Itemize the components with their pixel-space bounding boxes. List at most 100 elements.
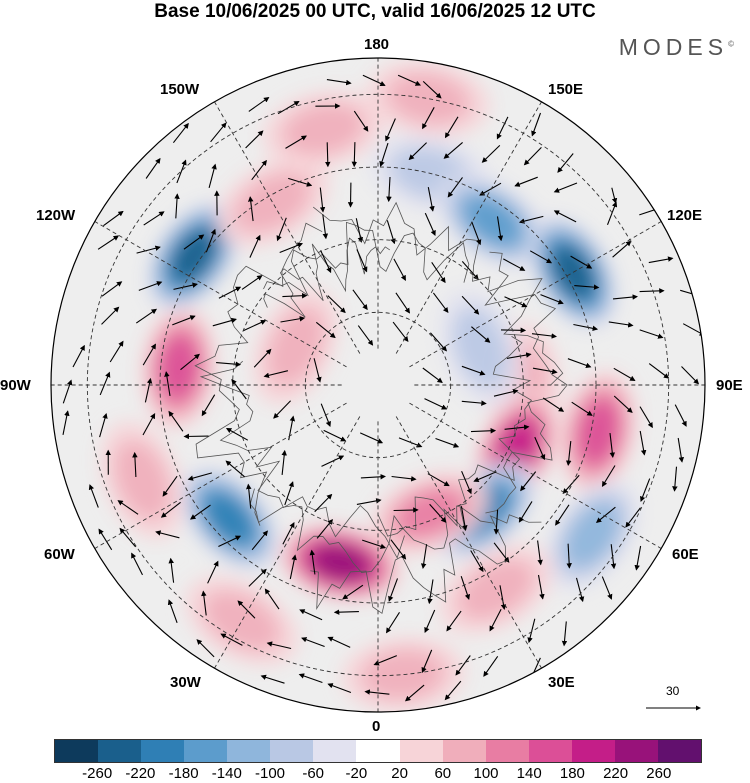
wind-arrow	[326, 79, 352, 86]
wind-arrow	[131, 552, 143, 576]
wind-arrow	[424, 609, 436, 634]
wind-arrow	[282, 522, 295, 545]
wind-arrow	[461, 400, 487, 406]
anomaly-blob	[171, 230, 216, 282]
wind-arrow	[570, 255, 593, 269]
wind-arrow	[143, 211, 165, 226]
wind-arrow	[390, 539, 407, 560]
wind-arrow	[575, 577, 585, 603]
wind-arrow	[518, 215, 544, 224]
coastline	[199, 360, 405, 559]
colorbar-tick-label: -140	[211, 765, 242, 782]
coastline	[263, 221, 470, 297]
wind-arrow	[444, 680, 462, 701]
wind-arrow	[422, 107, 435, 130]
wind-arrow	[360, 474, 386, 480]
wind-arrow	[613, 367, 636, 381]
wind-arrow	[386, 220, 396, 245]
colorbar-segment	[98, 740, 142, 762]
wind-arrow	[246, 483, 252, 509]
wind-arrow	[532, 367, 558, 375]
wind-arrow	[422, 367, 443, 384]
colorbar-tick-label: 220	[603, 765, 629, 782]
wind-arrow	[101, 306, 120, 325]
wind-arrow	[562, 474, 580, 495]
wind-arrow	[237, 600, 256, 619]
anomaly-blob	[552, 246, 594, 299]
wind-arrow	[315, 321, 336, 339]
reference-vector-label: 30	[666, 684, 680, 698]
wind-arrow	[251, 159, 267, 181]
wind-arrow	[352, 289, 368, 311]
wind-arrow	[356, 249, 368, 273]
wind-arrow	[173, 282, 198, 290]
lon-label-90e: 90E	[716, 377, 743, 394]
anomaly-blob	[114, 440, 171, 521]
wind-arrow	[534, 436, 546, 461]
wind-arrow	[285, 135, 307, 149]
colorbar-segment	[227, 740, 271, 762]
wind-arrow	[251, 530, 268, 551]
wind-arrow	[432, 292, 449, 313]
wind-arrow	[395, 292, 411, 314]
wind-arrow	[99, 371, 111, 396]
wind-arrow	[561, 621, 568, 647]
wind-arrow	[264, 588, 280, 610]
wind-arrow	[461, 470, 472, 495]
wind-vectors	[62, 74, 705, 702]
wind-arrow	[260, 674, 285, 684]
wind-arrow	[172, 315, 196, 326]
wind-arrow	[201, 590, 207, 616]
colorbar-tick-label: -220	[125, 765, 156, 782]
wind-arrow	[421, 649, 433, 674]
wind-arrow	[612, 240, 632, 258]
wind-arrow	[277, 100, 300, 115]
wind-arrow	[408, 142, 427, 161]
wind-arrow	[493, 509, 500, 535]
wind-arrow	[429, 332, 448, 352]
lon-label-150e: 150E	[548, 81, 584, 98]
wind-arrow	[225, 427, 249, 441]
wind-arrow	[316, 518, 333, 539]
wind-arrow	[429, 503, 447, 523]
wind-arrow	[573, 323, 599, 332]
graticule	[51, 58, 705, 712]
wind-arrow	[325, 142, 331, 168]
wind-arrow	[471, 221, 482, 246]
wind-arrow	[144, 377, 153, 403]
wind-arrow	[72, 344, 85, 368]
colorbar-tick-label: 60	[434, 765, 452, 782]
wind-arrow	[542, 397, 565, 412]
wind-arrow	[553, 182, 578, 193]
wind-arrow	[567, 358, 592, 368]
anomaly-blob	[565, 503, 619, 567]
coastline	[263, 237, 391, 318]
wind-arrow	[145, 157, 161, 179]
lon-label-120e: 120E	[667, 207, 703, 224]
wind-arrow	[503, 258, 526, 271]
wind-arrow	[444, 116, 459, 139]
colorbar-segment	[614, 740, 658, 762]
wind-arrow	[196, 639, 215, 658]
wind-arrow	[162, 475, 178, 497]
wind-arrow	[483, 655, 499, 677]
colorbar-tick-label: -20	[345, 765, 368, 782]
wind-arrow	[132, 451, 138, 478]
wind-arrow	[109, 340, 124, 363]
wind-arrow	[470, 550, 484, 573]
wind-arrow	[527, 618, 536, 644]
wind-arrow	[103, 210, 124, 227]
colorbar-segment	[356, 740, 400, 762]
wind-arrow	[333, 609, 359, 615]
wind-arrow	[280, 316, 306, 323]
wind-arrow	[313, 358, 322, 383]
wind-arrow	[180, 353, 200, 371]
wind-arrow	[470, 428, 497, 434]
coastline	[310, 514, 542, 614]
wind-arrow	[327, 636, 351, 648]
wind-arrow	[489, 608, 502, 632]
colorbar-tick-label: -100	[254, 765, 286, 782]
wind-arrow	[359, 432, 384, 444]
wind-arrow	[208, 163, 217, 189]
wind-arrow	[225, 460, 245, 478]
